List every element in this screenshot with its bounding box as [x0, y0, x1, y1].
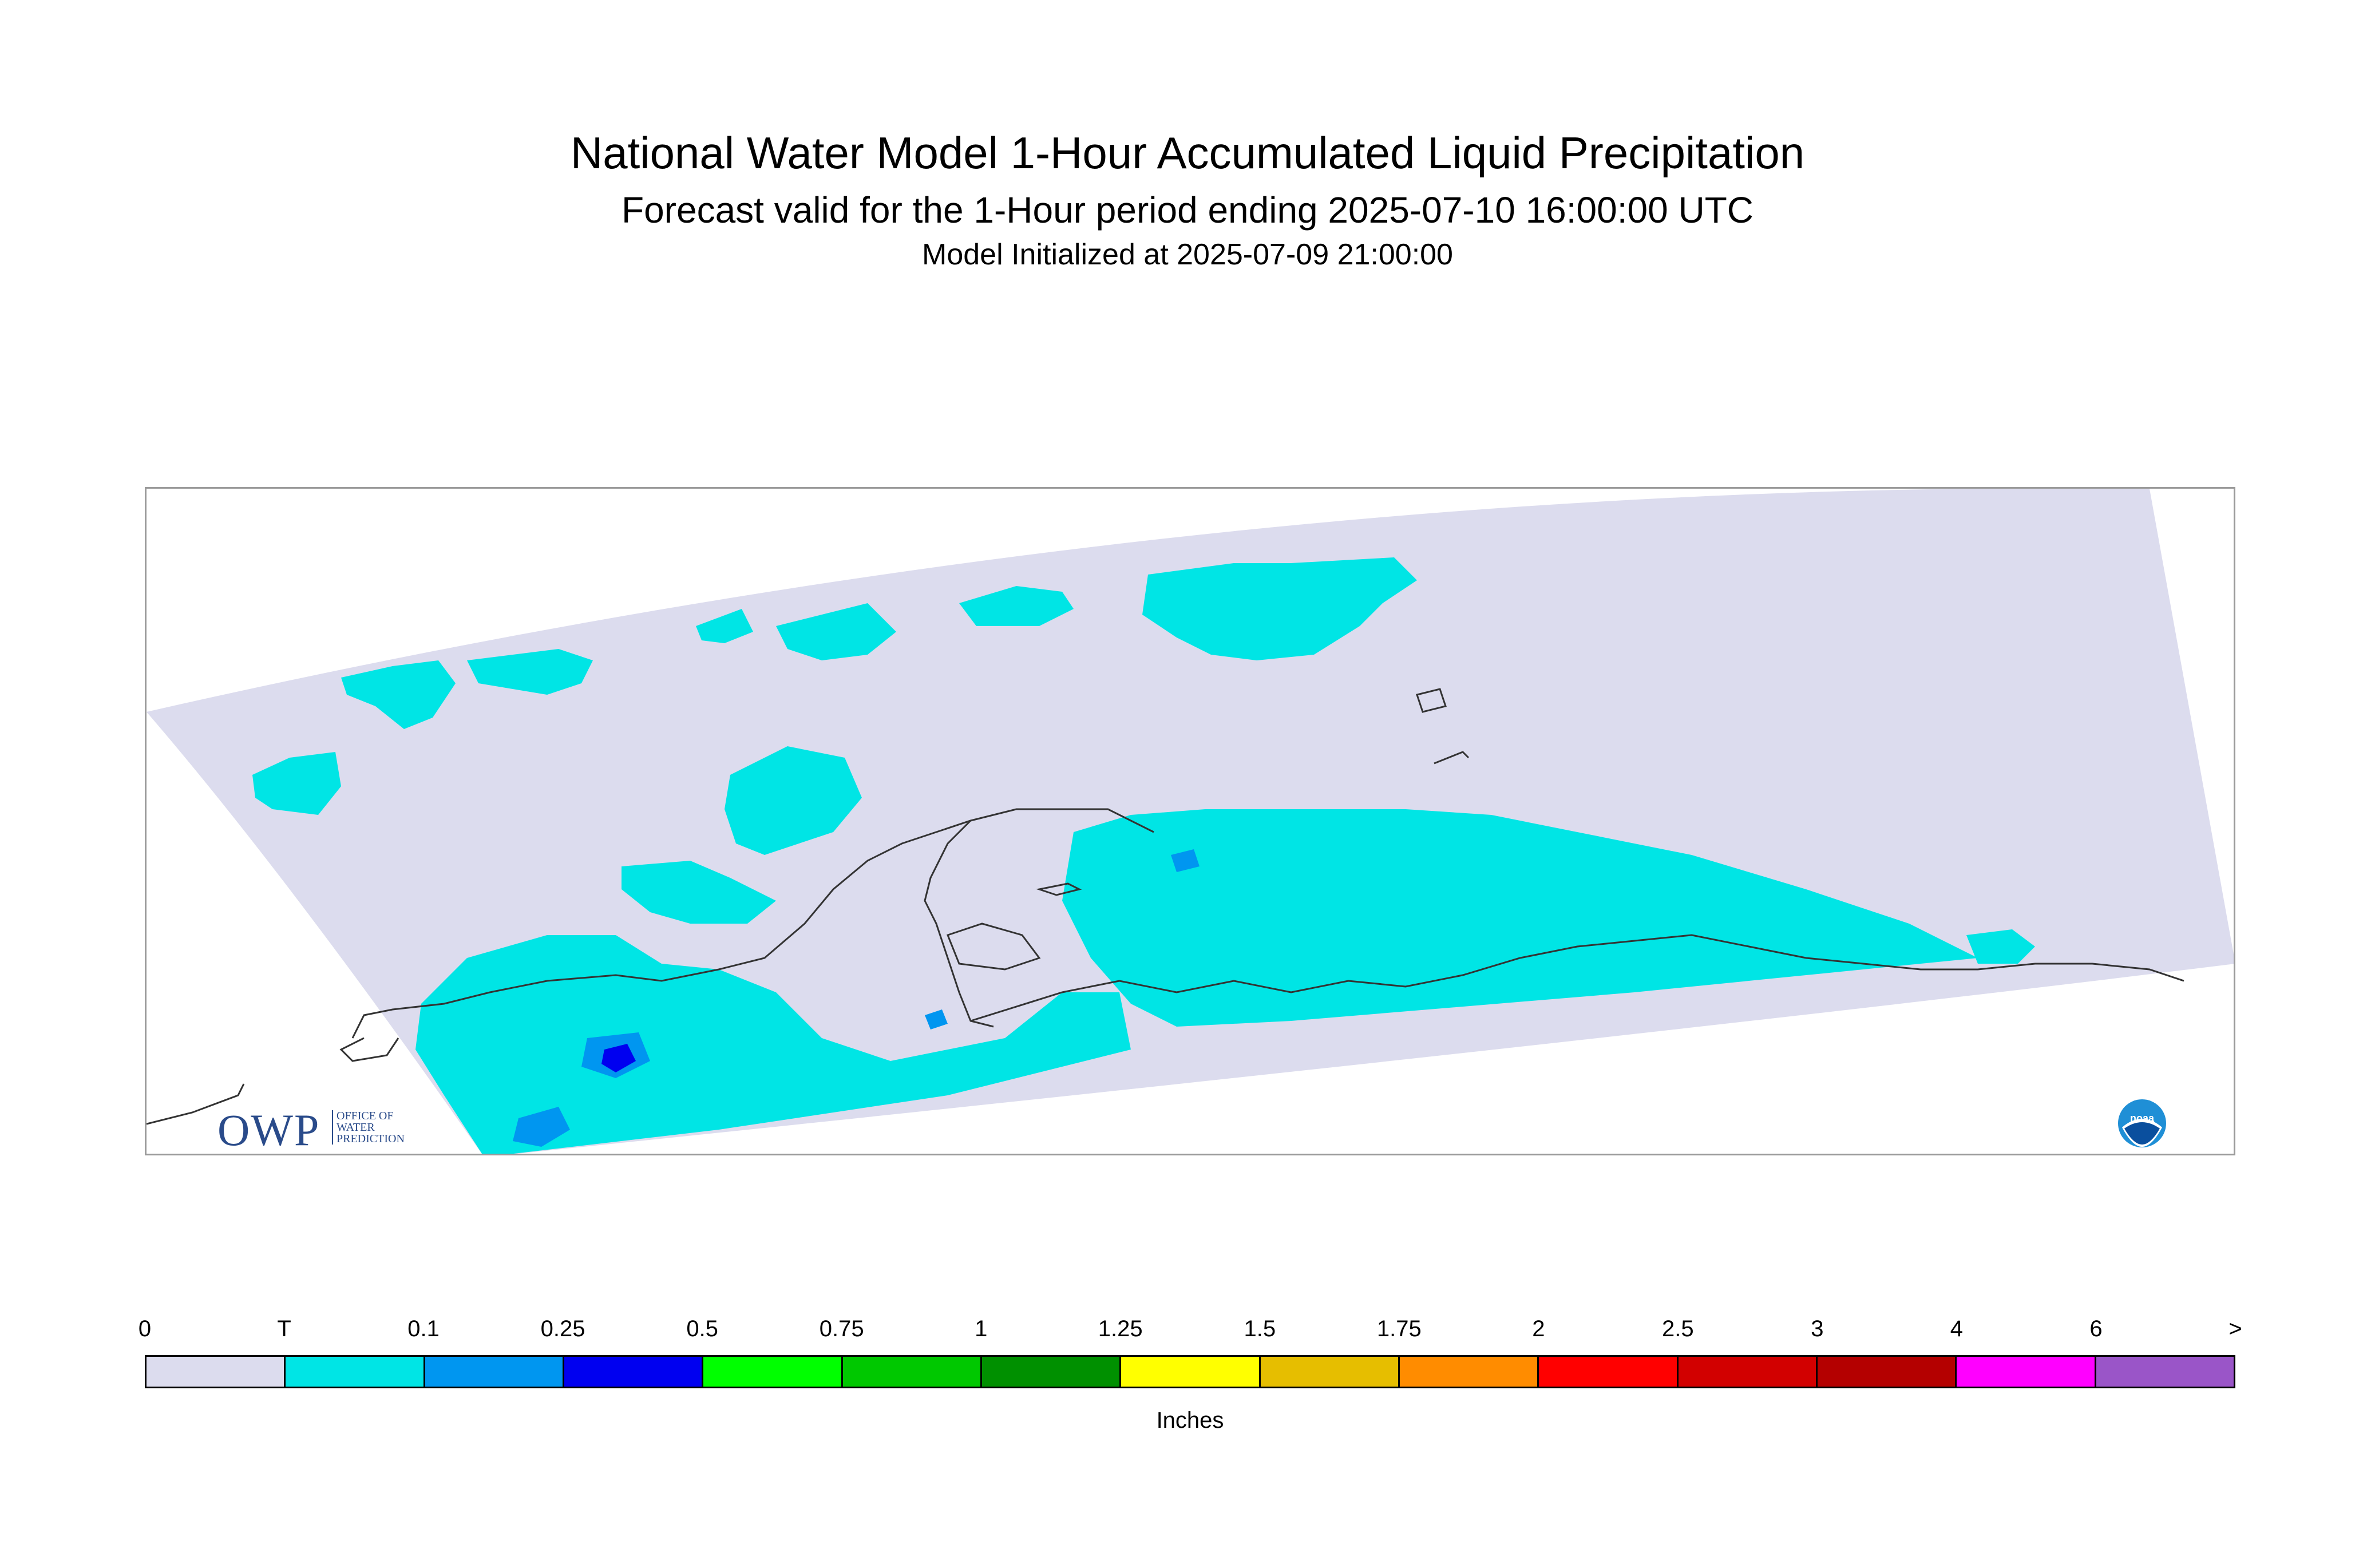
legend-swatch [1260, 1357, 1400, 1387]
legend-tick-label: 4 [1950, 1316, 1964, 1341]
legend-swatch [1817, 1357, 1957, 1387]
legend-tick-label: 1.25 [1098, 1316, 1143, 1341]
legend-swatch [1539, 1357, 1679, 1387]
legend-swatch [703, 1357, 843, 1387]
precip-area-central-north [725, 746, 862, 855]
legend-tick-label: 0 [138, 1316, 152, 1341]
legend-tick-label: 1.5 [1244, 1316, 1276, 1341]
precip-light-areas [513, 849, 1200, 1147]
model-init-line: Model Initialized at 2025-07-09 21:00:00 [922, 238, 1453, 271]
precip-area-east-band [1062, 809, 1978, 1027]
precip-area-central [622, 861, 776, 924]
coastline-arctic [924, 819, 994, 1028]
legend-tick-label: 0.25 [540, 1316, 585, 1341]
precip-area-north-2 [467, 649, 593, 695]
precip-moderate-core [601, 1044, 636, 1072]
owp-logo-line-2: WATER [337, 1121, 375, 1134]
legend-swatch [1957, 1357, 2096, 1387]
coastline-bay [339, 1037, 399, 1062]
legend-tick-label: > [2228, 1316, 2242, 1341]
precip-light-spot-3 [1171, 849, 1200, 872]
precip-area-north-6 [1142, 557, 1417, 660]
legend-swatch [981, 1357, 1122, 1387]
legend-swatch [1678, 1357, 1818, 1387]
coastlines [147, 688, 2184, 1125]
coastline-southern [970, 934, 2184, 1022]
precip-area-nw [252, 752, 341, 815]
forecast-valid-line: Forecast valid for the 1-Hour period end… [621, 189, 1754, 231]
precip-trace-areas [252, 557, 2035, 1154]
owp-logo-mark: OWP [217, 1105, 320, 1155]
color-legend: 0 T 0.1 0.25 0.5 0.75 1 1.25 1.5 1.75 2 2.5 3 4 6 > Inc… [138, 1316, 2242, 1442]
precip-area-south [415, 935, 1131, 1154]
coastline-inlet [947, 922, 1041, 971]
legend-color-bar [145, 1355, 2235, 1388]
coastline-peninsula [351, 808, 1154, 1039]
legend-tick-label: 2.5 [1662, 1316, 1694, 1341]
owp-logo: OWP OFFICE OF WATER PREDICTION [217, 1104, 435, 1155]
coastline-island-1 [1036, 882, 1082, 896]
legend-swatch [2096, 1357, 2234, 1387]
legend-units-label: Inches [1156, 1408, 1224, 1433]
legend-swatch [842, 1357, 982, 1387]
precip-light-spot-4 [925, 1009, 948, 1030]
legend-tick-label: 1.75 [1376, 1316, 1422, 1341]
owp-logo-line-1: OFFICE OF [337, 1110, 394, 1122]
legend-swatch [1121, 1357, 1261, 1387]
legend-tick-label: 6 [2089, 1316, 2103, 1341]
legend-tick-label: 3 [1811, 1316, 1824, 1341]
coastline-island-3 [1434, 751, 1470, 765]
precip-area-north-1 [341, 660, 456, 729]
legend-swatch [425, 1357, 564, 1387]
legend-tick-label: 2 [1532, 1316, 1545, 1341]
precip-area-north-4 [776, 603, 896, 660]
map-canvas [147, 489, 2234, 1154]
legend-swatch [286, 1357, 425, 1387]
map-title: National Water Model 1-Hour Accumulated … [570, 128, 1805, 178]
coastline-west [147, 1083, 245, 1125]
legend-tick-label: 1 [975, 1316, 988, 1341]
precip-moderate-areas [601, 1044, 636, 1072]
legend-swatch [564, 1357, 704, 1387]
legend-tick-label: 0.75 [819, 1316, 864, 1341]
noaa-logo-mark: noaa [2130, 1112, 2155, 1124]
precip-area-north-3 [696, 609, 753, 643]
precip-area-far-east [1966, 929, 2035, 964]
legend-swatch [147, 1357, 286, 1387]
legend-swatch [1399, 1357, 1539, 1387]
precipitation-map [145, 487, 2235, 1155]
owp-logo-line-3: PREDICTION [337, 1133, 405, 1145]
precip-light-spot-2 [513, 1107, 570, 1147]
legend-tick-label: 0.1 [407, 1316, 440, 1341]
coastline-island-2 [1416, 688, 1447, 713]
owp-logo-text: OFFICE OF WATER PREDICTION [332, 1110, 405, 1145]
noaa-logo: noaa [2117, 1099, 2167, 1148]
legend-tick-label: 0.5 [686, 1316, 718, 1341]
legend-tick-label: T [277, 1316, 291, 1341]
precip-area-north-5 [959, 586, 1074, 626]
noaa-seagull-icon: noaa [2118, 1099, 2166, 1147]
